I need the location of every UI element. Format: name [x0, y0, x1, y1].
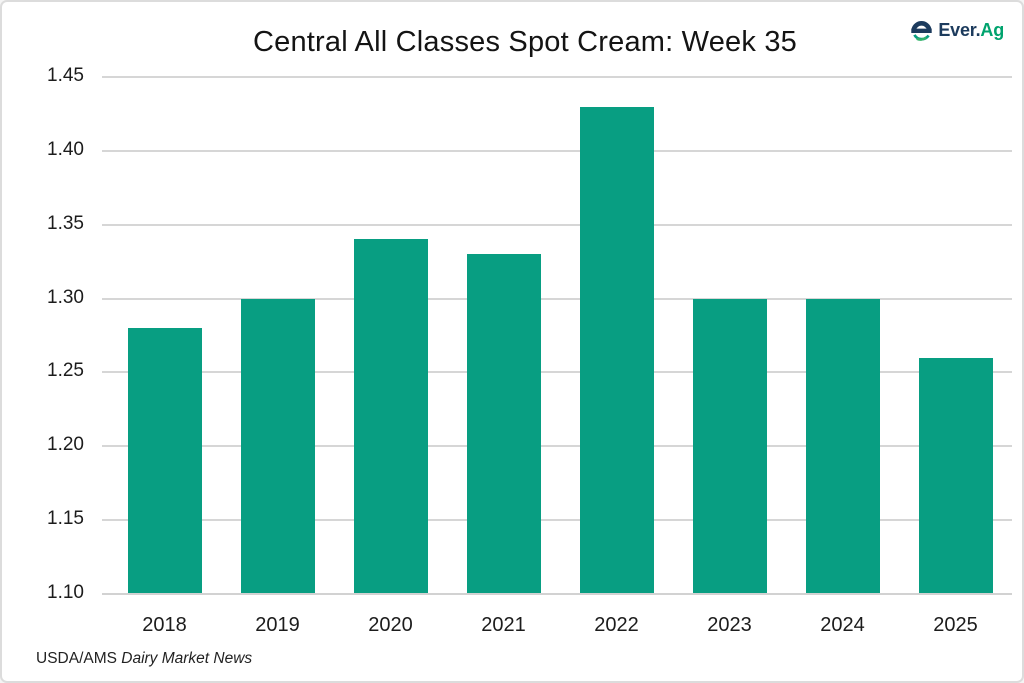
ytick-label-1.25: 1.25 [47, 360, 84, 382]
bar-2019 [240, 298, 315, 594]
gridline [102, 445, 1012, 448]
xtick-label-2021: 2021 [481, 614, 526, 636]
bar-2024 [805, 298, 880, 594]
xtick-label-2024: 2024 [820, 614, 865, 636]
xtick-label-2023: 2023 [707, 614, 752, 636]
everag-logo-text: Ever.Ag [938, 20, 1004, 41]
chart-title: Central All Classes Spot Cream: Week 35 [253, 26, 797, 58]
xtick-label-2022: 2022 [594, 614, 639, 636]
bar-2018 [127, 328, 202, 594]
logo-text-ag: Ag [980, 20, 1004, 40]
source-note: USDA/AMS Dairy Market News [36, 650, 252, 668]
gridline [102, 223, 1012, 226]
ytick-label-1.35: 1.35 [47, 212, 84, 234]
bar-2020 [353, 239, 428, 594]
xtick-label-2018: 2018 [142, 614, 187, 636]
bar-2025 [918, 357, 993, 594]
ytick-label-1.45: 1.45 [47, 65, 84, 86]
gridline [102, 371, 1012, 374]
source-publication: Dairy Market News [121, 650, 253, 667]
xtick-label-2019: 2019 [255, 614, 300, 636]
xtick-label-2025: 2025 [933, 614, 978, 636]
ytick-label-1.10: 1.10 [47, 582, 84, 603]
gridline [102, 76, 1012, 78]
gridline [102, 519, 1012, 522]
x-axis-line [102, 593, 1012, 595]
ytick-label-1.30: 1.30 [47, 286, 84, 308]
bar-2021 [466, 254, 541, 594]
everag-logo: Ever.Ag [909, 18, 1004, 43]
bar-2022 [579, 106, 654, 594]
gridline [102, 297, 1012, 300]
logo-text-ever: Ever. [938, 20, 981, 40]
ytick-label-1.40: 1.40 [47, 138, 84, 160]
bar-2023 [692, 298, 767, 594]
source-agency: USDA/AMS [36, 650, 122, 667]
gridline [102, 149, 1012, 152]
xtick-label-2020: 2020 [368, 614, 413, 636]
everag-e-globe-icon [909, 18, 934, 43]
ytick-label-1.20: 1.20 [47, 434, 84, 456]
ytick-label-1.15: 1.15 [47, 508, 84, 530]
